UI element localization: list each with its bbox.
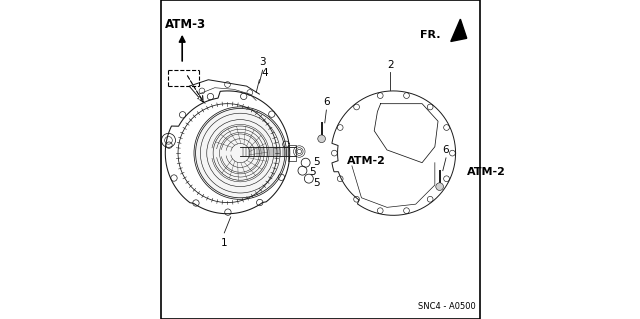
Circle shape xyxy=(196,108,285,198)
Text: 5: 5 xyxy=(314,178,320,188)
Text: ATM-3: ATM-3 xyxy=(165,18,207,31)
Text: 5: 5 xyxy=(309,167,316,177)
Text: 1: 1 xyxy=(221,238,228,248)
Text: 3: 3 xyxy=(259,57,266,67)
Text: ATM-2: ATM-2 xyxy=(467,167,506,177)
Text: ATM-2: ATM-2 xyxy=(347,156,386,166)
Text: 5: 5 xyxy=(314,157,320,167)
Text: 6: 6 xyxy=(323,97,330,107)
Text: FR.: FR. xyxy=(420,30,440,40)
Text: 6: 6 xyxy=(443,145,449,155)
Bar xyxy=(288,145,296,161)
Text: 4: 4 xyxy=(261,68,268,78)
Circle shape xyxy=(436,183,444,190)
Text: SNC4 - A0500: SNC4 - A0500 xyxy=(418,302,476,311)
Text: 2: 2 xyxy=(387,60,394,70)
Polygon shape xyxy=(451,19,467,41)
Circle shape xyxy=(318,135,325,143)
